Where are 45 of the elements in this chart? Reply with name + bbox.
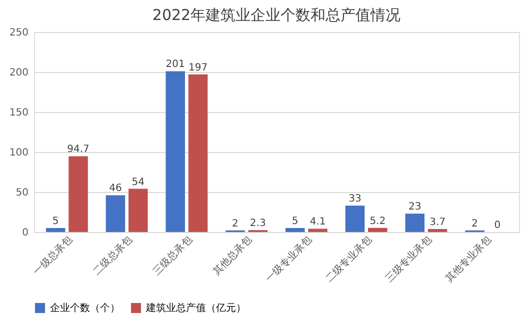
bar <box>285 228 305 232</box>
bar <box>428 229 448 232</box>
bar <box>68 156 88 232</box>
x-tick-label: 三级总承包 <box>150 234 194 278</box>
x-tick-label: 三级专业承包 <box>383 234 434 285</box>
y-tick-label: 100 <box>9 148 28 158</box>
legend-label: 企业个数（个） <box>50 302 120 314</box>
data-label: 0 <box>494 220 501 231</box>
x-tick-label: 一级总承包 <box>30 234 75 278</box>
x-tick-label: 其他总承包 <box>210 234 254 278</box>
data-label: 2 <box>232 218 238 230</box>
bar <box>308 228 328 232</box>
bar <box>405 214 424 232</box>
data-label: 2 <box>472 218 478 230</box>
bar <box>128 188 148 232</box>
data-label: 46 <box>109 183 122 194</box>
bar <box>166 71 185 232</box>
y-tick-label: 50 <box>16 188 28 198</box>
y-tick-label: 0 <box>22 228 28 238</box>
data-label: 33 <box>348 194 362 205</box>
data-label: 4.1 <box>310 216 326 228</box>
data-label: 201 <box>166 59 185 70</box>
x-tick-label: 一级专业承包 <box>263 234 314 285</box>
data-label: 2.3 <box>250 218 266 230</box>
legend-label: 建筑业总产值（亿元） <box>145 302 246 314</box>
data-label: 5 <box>292 216 298 227</box>
data-label: 3.7 <box>430 217 446 228</box>
bar <box>106 195 126 232</box>
bar <box>46 228 66 232</box>
chart-title: 2022年建筑业企业个数和总产值情况 <box>152 6 401 24</box>
x-tick-label: 二级总承包 <box>90 234 135 278</box>
bar <box>345 206 365 232</box>
bar <box>368 228 388 232</box>
bar <box>188 74 208 232</box>
data-label: 23 <box>408 202 422 213</box>
y-tick-label: 250 <box>9 28 28 38</box>
data-label: 5.2 <box>370 216 386 227</box>
y-tick-label: 200 <box>9 68 28 78</box>
data-label: 5 <box>52 216 59 227</box>
data-label: 197 <box>188 62 208 74</box>
x-tick-label: 其他专业承包 <box>442 234 494 285</box>
x-tick-label: 二级专业承包 <box>323 234 374 285</box>
y-tick-label: 150 <box>9 108 28 118</box>
data-label: 94.7 <box>67 144 90 156</box>
data-label: 54 <box>132 176 145 188</box>
